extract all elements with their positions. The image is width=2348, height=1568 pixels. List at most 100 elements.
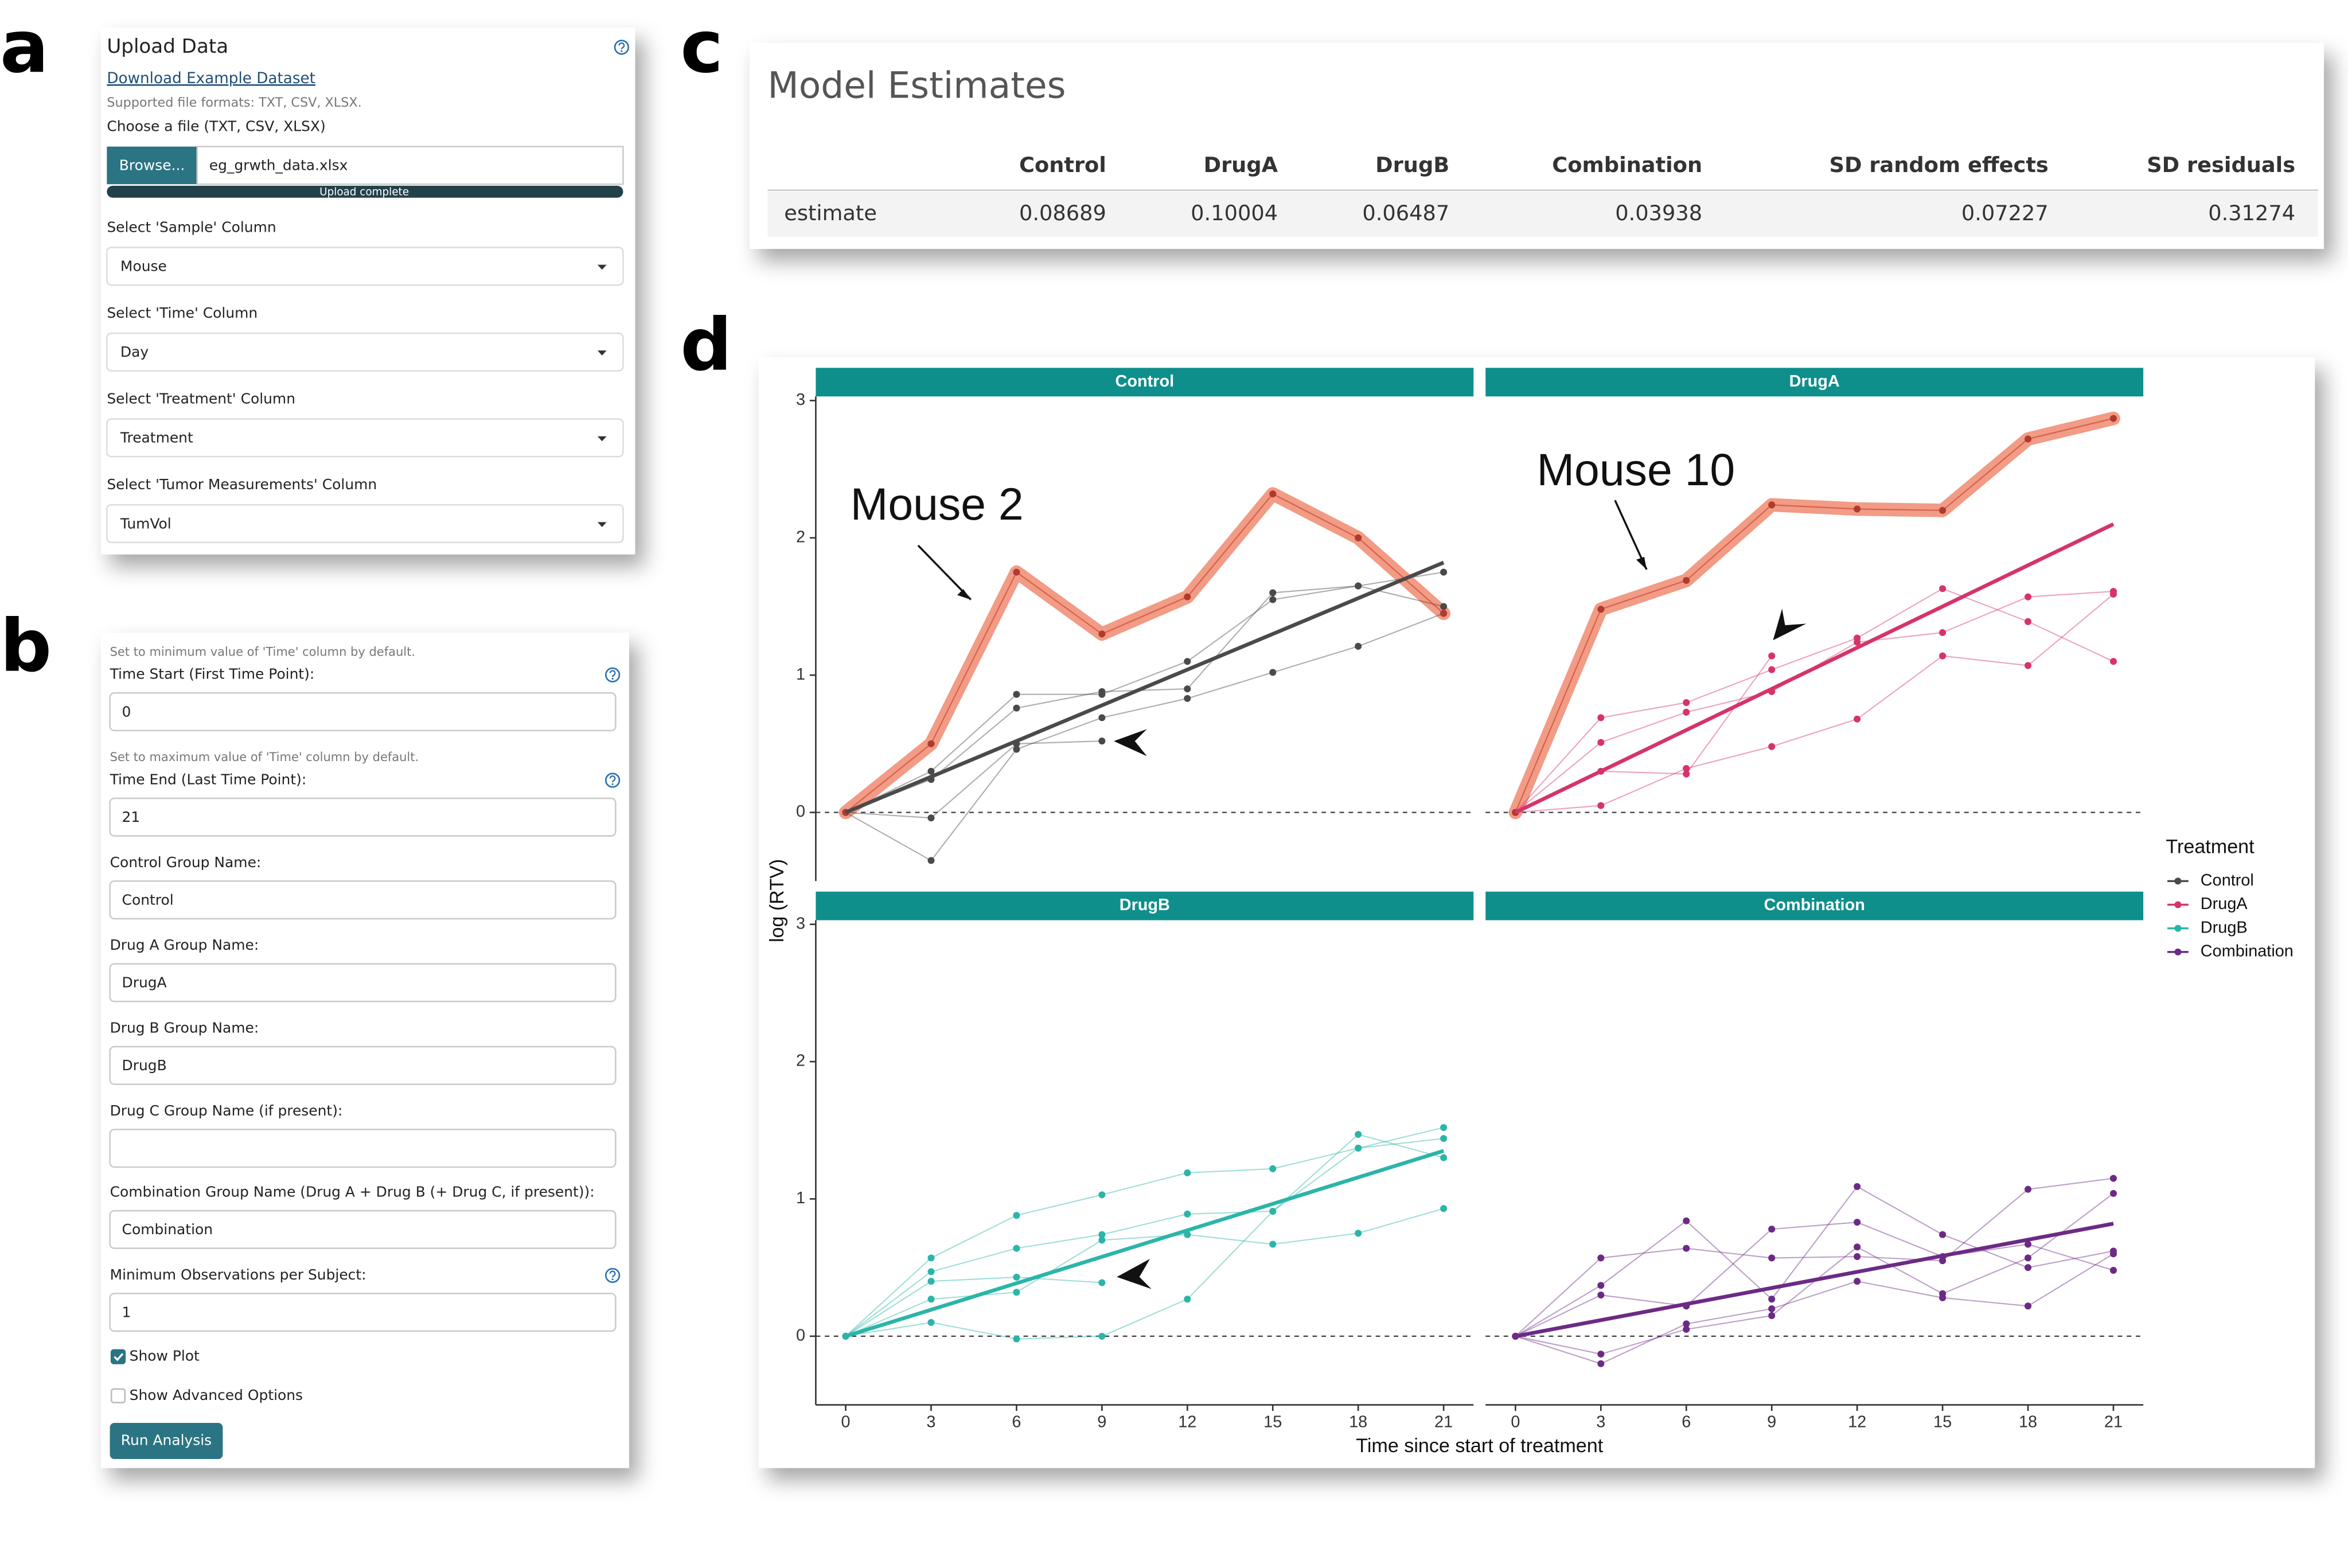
facet-strip [816,891,1474,920]
mouse-line [845,1126,1445,1340]
field-label: Time Start (First Time Point): [110,666,315,682]
dropdown-caret [597,522,607,528]
mouse-line-point [1098,688,1106,695]
checkbox[interactable] [110,1388,126,1403]
highlight-line [845,493,1445,813]
annotation: Mouse 10 [1536,444,1735,495]
text-input[interactable] [109,1210,617,1249]
dropdown-caret [597,436,607,442]
text-input[interactable] [109,963,617,1003]
mouse-line-point [1355,582,1362,590]
highlight-line-point [1939,506,1947,514]
mouse-line-point [1683,708,1690,716]
field-label: Drug C Group Name (if present): [110,1102,343,1119]
mouse-line-point [2109,590,2117,598]
mouse-line-point [1939,585,1947,592]
text-input[interactable] [109,1046,617,1085]
mouse-line [1515,593,2115,813]
input-value: DrugA [122,974,167,991]
select-box[interactable] [106,504,624,544]
select-label: Select 'Sample' Column [107,219,276,235]
mouse-line-point [1854,1183,1861,1190]
mouse-line-point [1440,603,1448,610]
browse-button[interactable] [107,146,197,185]
mouse-line-point [1939,629,1947,637]
mouse-line [1515,1177,2115,1337]
mouse-line-point [1854,715,1861,723]
x-tick-label: 15 [1263,1413,1282,1432]
x-tick-label: 6 [1682,1413,1691,1432]
legend-label: DrugB [2201,918,2248,937]
input-value: Control [122,891,174,908]
pointer [1117,1258,1152,1289]
column-header: DrugA [1204,153,1278,177]
mouse-line-point [1269,1241,1277,1248]
pointer [1773,609,1807,641]
help-dot [621,50,623,52]
mouse-line [1515,1222,2115,1337]
progress-bar [107,185,623,198]
help-icon[interactable] [614,40,629,55]
cell-value: 0.06487 [1362,201,1449,225]
mouse-line-point [2109,1175,2117,1182]
panel-letter: c [680,5,723,89]
x-tick-label: 0 [1511,1413,1520,1432]
input-value: Combination [122,1221,213,1238]
help-icon[interactable] [604,1267,621,1283]
cell-value: 0.07227 [1961,201,2049,225]
help-glyph [609,1270,616,1278]
help-circle [614,40,629,55]
run-button[interactable] [110,1423,223,1460]
legend-dot [2174,948,2182,955]
x-tick-label: 21 [2104,1413,2123,1432]
field-label: Drug A Group Name: [110,937,259,953]
x-tick-label: 0 [841,1413,851,1432]
select-box[interactable] [106,332,624,372]
field-label: Minimum Observations per Subject: [110,1266,366,1283]
mouse-line-point [1768,652,1776,660]
mouse-line-point [1184,1296,1191,1303]
legend-label: Combination [2201,942,2294,961]
help-icon[interactable] [604,667,621,682]
mouse-line [845,1133,1445,1337]
download-link[interactable]: Download Example Dataset [107,70,315,87]
mouse-line-point [1098,1191,1106,1199]
mouse-line-point [1098,1237,1106,1244]
highlight-line [1515,418,2115,813]
mouse-line-point [1013,691,1020,698]
select-box[interactable] [106,418,624,458]
mouse-line-point [1683,699,1690,707]
legend-label: DrugA [2201,895,2248,913]
highlight-line-point [1355,534,1362,541]
mouse-line-point [2109,658,2117,665]
panel-letter: d [680,303,732,387]
highlight-line-point [2024,435,2032,443]
highlight-line-point [927,740,935,747]
help-icon[interactable] [604,773,621,788]
mouse-line-point [2024,1264,2032,1271]
text-input[interactable] [109,692,617,732]
mouse-line-point [2024,593,2032,600]
mouse-line-point [1597,714,1605,721]
text-input[interactable] [109,797,617,837]
text-input[interactable] [109,1128,617,1168]
column-header: SD random effects [1830,153,2049,177]
mouse-line-point [1683,1325,1690,1333]
checkbox[interactable] [110,1349,126,1364]
text-input[interactable] [109,880,617,920]
format-note: Supported file formats: TXT, CSV, XLSX. [107,95,361,110]
select-label: Select 'Time' Column [107,305,258,321]
text-input[interactable] [109,1293,617,1332]
mouse-line-point [1013,1212,1020,1219]
facet-strip [816,368,1474,397]
mouse-line-point [1939,1294,1947,1301]
select-box[interactable] [106,247,624,286]
help-dot [611,783,614,785]
mouse-line-point [1768,1226,1776,1233]
y-tick-label: 2 [796,1052,805,1070]
dropdown-caret [597,350,607,356]
highlight-line-point [1184,593,1191,600]
mouse-line-point [1013,1273,1020,1281]
help-glyph [609,775,616,782]
fit-line [1514,522,2115,814]
